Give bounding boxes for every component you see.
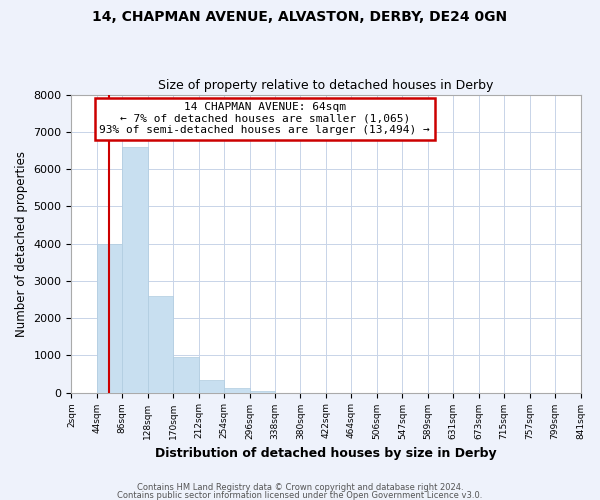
Text: 14, CHAPMAN AVENUE, ALVASTON, DERBY, DE24 0GN: 14, CHAPMAN AVENUE, ALVASTON, DERBY, DE2…: [92, 10, 508, 24]
X-axis label: Distribution of detached houses by size in Derby: Distribution of detached houses by size …: [155, 447, 497, 460]
Text: 14 CHAPMAN AVENUE: 64sqm
← 7% of detached houses are smaller (1,065)
93% of semi: 14 CHAPMAN AVENUE: 64sqm ← 7% of detache…: [100, 102, 430, 135]
Y-axis label: Number of detached properties: Number of detached properties: [15, 150, 28, 336]
Bar: [224, 388, 250, 392]
Bar: [199, 380, 224, 392]
Bar: [148, 296, 173, 392]
Text: Contains public sector information licensed under the Open Government Licence v3: Contains public sector information licen…: [118, 490, 482, 500]
Text: Contains HM Land Registry data © Crown copyright and database right 2024.: Contains HM Land Registry data © Crown c…: [137, 484, 463, 492]
Bar: [250, 390, 275, 392]
Bar: [97, 244, 122, 392]
Bar: [173, 357, 199, 392]
Bar: [122, 146, 148, 392]
Title: Size of property relative to detached houses in Derby: Size of property relative to detached ho…: [158, 79, 494, 92]
